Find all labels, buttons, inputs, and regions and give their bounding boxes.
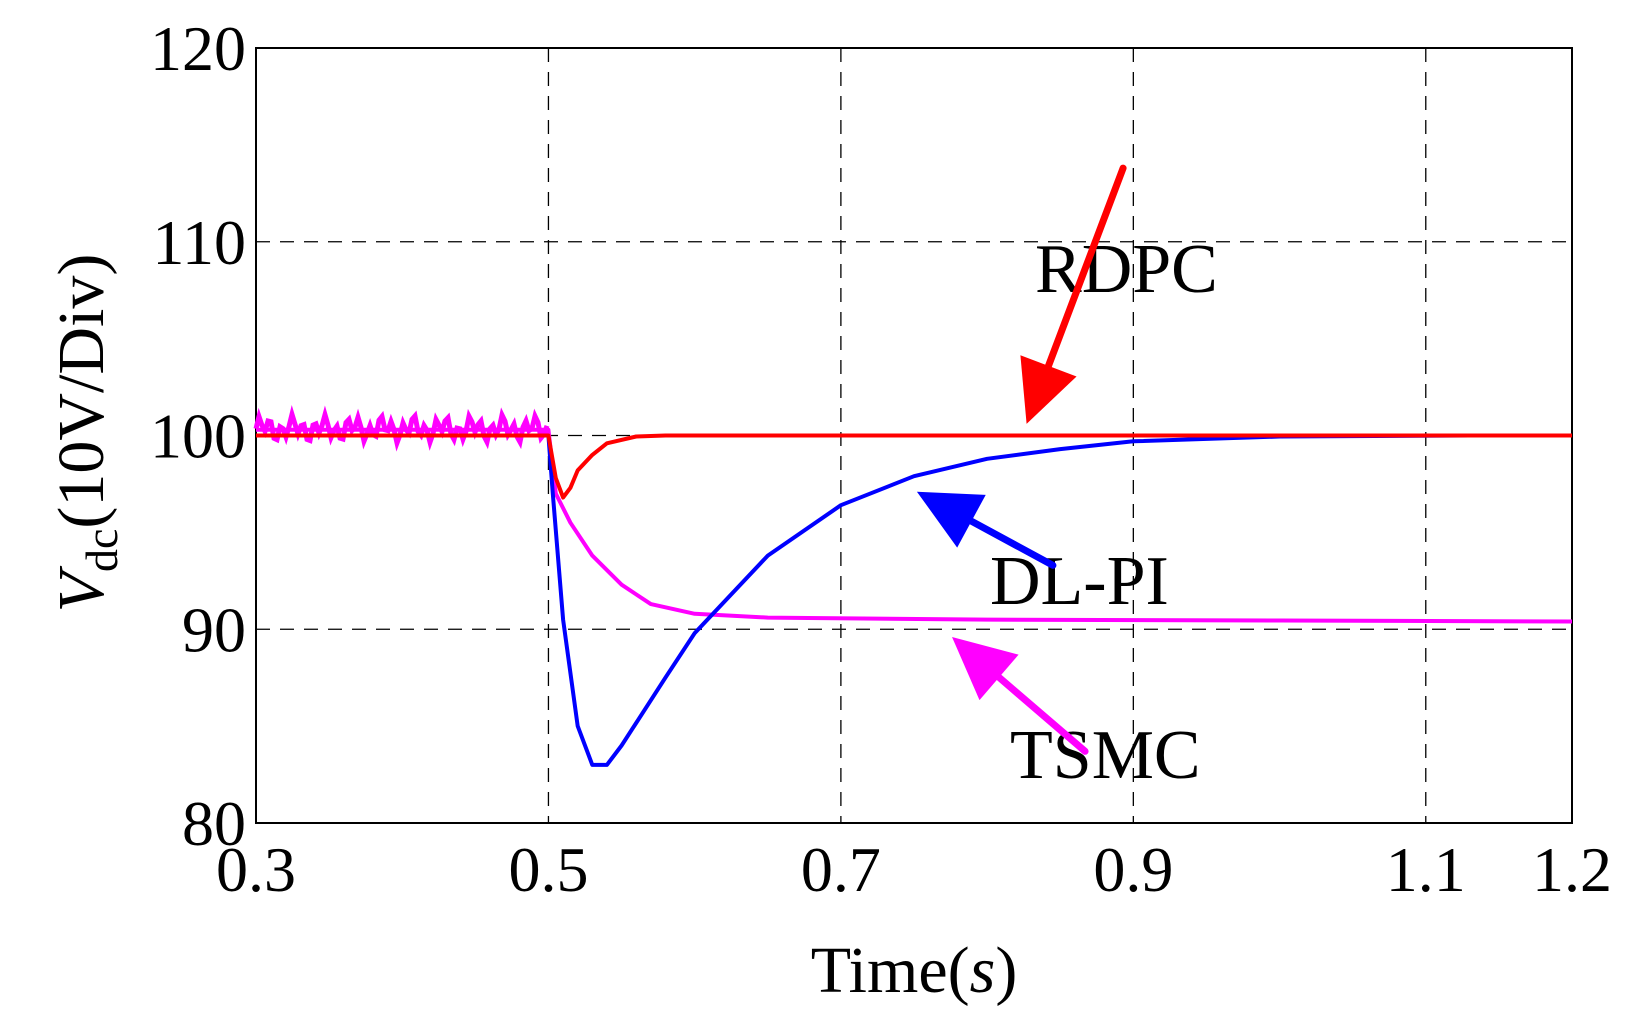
y-tick-label: 120 <box>150 13 246 84</box>
annotation-dl-pi-arrow-head <box>916 491 986 548</box>
y-tick-label: 100 <box>150 401 246 472</box>
x-tick-label: 1.2 <box>1532 834 1612 905</box>
y-tick-label: 80 <box>182 788 246 859</box>
x-tick-label: 0.9 <box>1093 834 1173 905</box>
series-dl-pi-line <box>546 433 1470 767</box>
series-rdpc-line <box>256 433 1572 500</box>
x-tick-label: 1.1 <box>1386 834 1466 905</box>
y-tick-label: 90 <box>182 594 246 665</box>
x-tick-label: 0.3 <box>216 834 296 905</box>
annotation-tsmc-label: TSMC <box>1010 717 1201 794</box>
y-tick-label: 110 <box>152 207 246 278</box>
annotation-dl-pi-arrow-shaft <box>967 517 1057 569</box>
annotation-tsmc-arrow-head <box>952 637 1019 701</box>
x-tick-label: 0.5 <box>508 834 588 905</box>
annotation-dl-pi-label: DL-PI <box>990 543 1169 620</box>
annotation-tsmc-arrow-shaft <box>995 673 1089 755</box>
annotation-rdpc-label: RDPC <box>1035 231 1218 308</box>
series-layer <box>253 405 1573 767</box>
x-axis-label: Time(s) <box>811 934 1018 1007</box>
tick-layer: 0.3 0.5 0.7 0.9 1.1 1.2 80 90 100 110 120 <box>150 13 1612 905</box>
series-tsmc-line <box>256 427 1573 624</box>
y-axis-label: Vdc(10V/Div) <box>45 254 127 613</box>
annotation-rdpc-arrow-head <box>1020 355 1077 424</box>
x-tick-label: 0.7 <box>801 834 881 905</box>
annotation-rdpc-arrow-shaft <box>1044 164 1127 370</box>
annotation-layer: RDPC DL-PI TSMC <box>916 164 1218 794</box>
